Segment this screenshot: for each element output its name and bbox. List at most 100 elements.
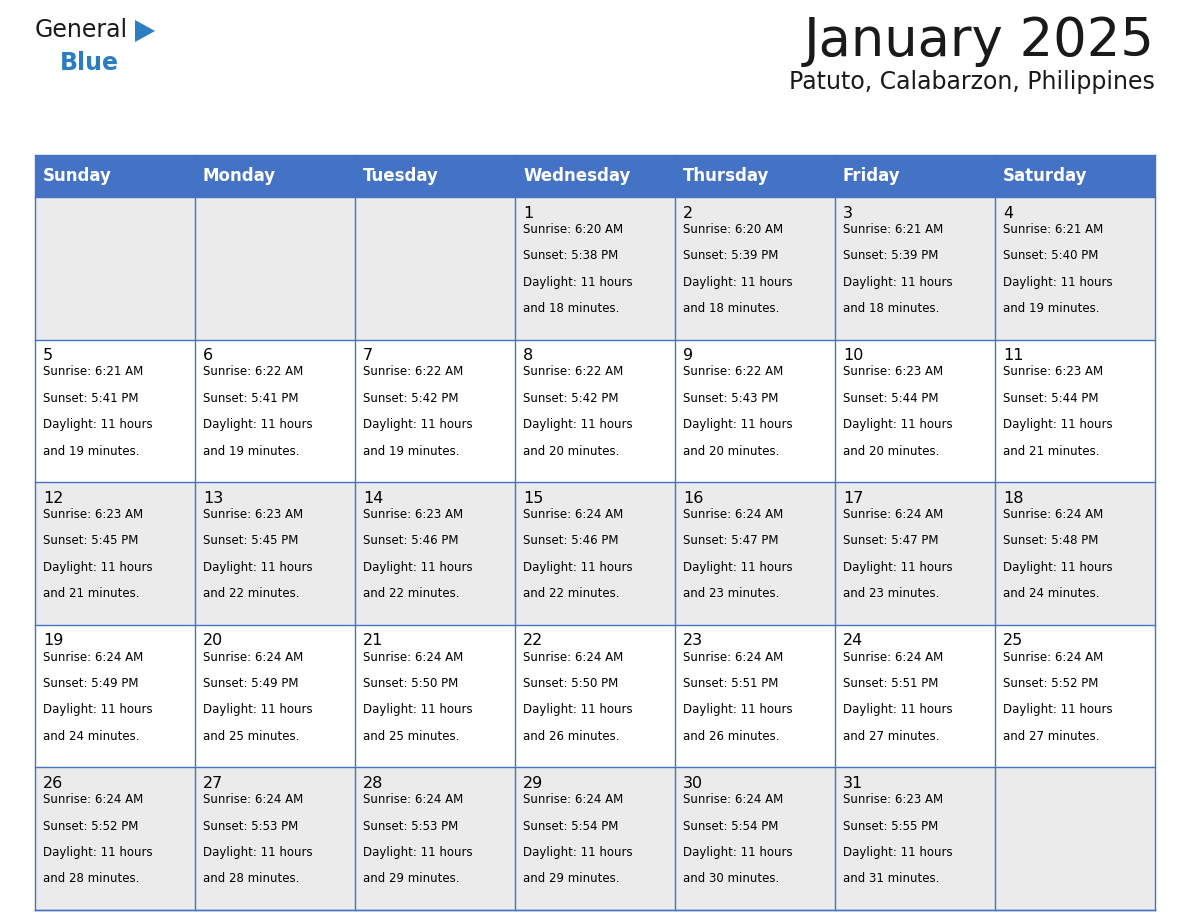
Bar <box>835 767 996 910</box>
Text: 1: 1 <box>523 206 533 220</box>
Text: and 19 minutes.: and 19 minutes. <box>364 444 460 457</box>
Text: 27: 27 <box>203 776 223 791</box>
Text: and 25 minutes.: and 25 minutes. <box>364 730 460 743</box>
Text: Sunrise: 6:24 AM: Sunrise: 6:24 AM <box>364 651 463 664</box>
Text: Sunset: 5:44 PM: Sunset: 5:44 PM <box>1003 392 1099 405</box>
Polygon shape <box>135 20 154 42</box>
Text: Sunset: 5:54 PM: Sunset: 5:54 PM <box>683 820 778 833</box>
Text: and 19 minutes.: and 19 minutes. <box>203 444 299 457</box>
Bar <box>675 340 835 482</box>
Text: Sunrise: 6:23 AM: Sunrise: 6:23 AM <box>203 508 303 521</box>
Text: 20: 20 <box>203 633 223 648</box>
Text: and 20 minutes.: and 20 minutes. <box>843 444 940 457</box>
Text: and 22 minutes.: and 22 minutes. <box>523 588 619 600</box>
Text: Sunrise: 6:23 AM: Sunrise: 6:23 AM <box>364 508 463 521</box>
Text: Daylight: 11 hours: Daylight: 11 hours <box>1003 703 1113 716</box>
Text: Sunrise: 6:24 AM: Sunrise: 6:24 AM <box>523 651 624 664</box>
Text: and 19 minutes.: and 19 minutes. <box>43 444 139 457</box>
Text: Daylight: 11 hours: Daylight: 11 hours <box>523 419 633 431</box>
Text: and 20 minutes.: and 20 minutes. <box>683 444 779 457</box>
Bar <box>835 625 996 767</box>
Bar <box>835 482 996 625</box>
Text: 21: 21 <box>364 633 384 648</box>
Text: 29: 29 <box>523 776 543 791</box>
Bar <box>355 197 516 340</box>
Bar <box>675 625 835 767</box>
Bar <box>355 767 516 910</box>
Bar <box>34 482 195 625</box>
Bar <box>34 197 195 340</box>
Text: Daylight: 11 hours: Daylight: 11 hours <box>683 419 792 431</box>
Text: 22: 22 <box>523 633 543 648</box>
Text: Sunrise: 6:23 AM: Sunrise: 6:23 AM <box>843 793 943 806</box>
Text: Daylight: 11 hours: Daylight: 11 hours <box>843 561 953 574</box>
Bar <box>675 482 835 625</box>
Bar <box>34 340 195 482</box>
Text: Sunrise: 6:24 AM: Sunrise: 6:24 AM <box>523 793 624 806</box>
Text: and 22 minutes.: and 22 minutes. <box>364 588 460 600</box>
Text: and 28 minutes.: and 28 minutes. <box>43 872 139 885</box>
Text: Sunset: 5:55 PM: Sunset: 5:55 PM <box>843 820 939 833</box>
Text: and 31 minutes.: and 31 minutes. <box>843 872 940 885</box>
Text: and 26 minutes.: and 26 minutes. <box>523 730 619 743</box>
Text: Daylight: 11 hours: Daylight: 11 hours <box>203 561 312 574</box>
Text: Daylight: 11 hours: Daylight: 11 hours <box>43 703 152 716</box>
Text: and 26 minutes.: and 26 minutes. <box>683 730 779 743</box>
Text: Daylight: 11 hours: Daylight: 11 hours <box>203 846 312 859</box>
Bar <box>835 340 996 482</box>
Text: and 21 minutes.: and 21 minutes. <box>1003 444 1100 457</box>
Text: Sunset: 5:41 PM: Sunset: 5:41 PM <box>203 392 298 405</box>
Text: Daylight: 11 hours: Daylight: 11 hours <box>203 419 312 431</box>
Bar <box>34 625 195 767</box>
Text: Sunrise: 6:20 AM: Sunrise: 6:20 AM <box>523 223 624 236</box>
Text: and 29 minutes.: and 29 minutes. <box>364 872 460 885</box>
Text: Sunrise: 6:23 AM: Sunrise: 6:23 AM <box>43 508 143 521</box>
Text: Sunrise: 6:22 AM: Sunrise: 6:22 AM <box>683 365 783 378</box>
Text: 16: 16 <box>683 491 703 506</box>
Text: Daylight: 11 hours: Daylight: 11 hours <box>683 561 792 574</box>
Bar <box>195 197 355 340</box>
Text: 6: 6 <box>203 348 213 364</box>
Bar <box>516 625 675 767</box>
Text: 30: 30 <box>683 776 703 791</box>
Text: Sunrise: 6:24 AM: Sunrise: 6:24 AM <box>523 508 624 521</box>
Text: 8: 8 <box>523 348 533 364</box>
Text: and 23 minutes.: and 23 minutes. <box>683 588 779 600</box>
Text: Sunrise: 6:20 AM: Sunrise: 6:20 AM <box>683 223 783 236</box>
Text: Sunset: 5:50 PM: Sunset: 5:50 PM <box>523 677 618 690</box>
Bar <box>195 767 355 910</box>
Text: Daylight: 11 hours: Daylight: 11 hours <box>364 561 473 574</box>
Text: Daylight: 11 hours: Daylight: 11 hours <box>843 275 953 288</box>
Bar <box>516 340 675 482</box>
Bar <box>195 340 355 482</box>
Bar <box>675 197 835 340</box>
Bar <box>996 340 1155 482</box>
Text: Sunrise: 6:24 AM: Sunrise: 6:24 AM <box>683 508 783 521</box>
Text: 25: 25 <box>1003 633 1023 648</box>
Text: Sunrise: 6:24 AM: Sunrise: 6:24 AM <box>1003 651 1104 664</box>
Text: Daylight: 11 hours: Daylight: 11 hours <box>1003 275 1113 288</box>
Text: Blue: Blue <box>61 51 119 75</box>
Text: Sunrise: 6:21 AM: Sunrise: 6:21 AM <box>843 223 943 236</box>
Text: Saturday: Saturday <box>1003 167 1087 185</box>
Text: Daylight: 11 hours: Daylight: 11 hours <box>43 419 152 431</box>
Text: Sunrise: 6:24 AM: Sunrise: 6:24 AM <box>43 651 144 664</box>
Text: Sunrise: 6:24 AM: Sunrise: 6:24 AM <box>203 651 303 664</box>
Text: Sunrise: 6:21 AM: Sunrise: 6:21 AM <box>43 365 144 378</box>
Text: and 22 minutes.: and 22 minutes. <box>203 588 299 600</box>
Text: 26: 26 <box>43 776 63 791</box>
Text: and 29 minutes.: and 29 minutes. <box>523 872 619 885</box>
Text: 10: 10 <box>843 348 864 364</box>
Text: and 18 minutes.: and 18 minutes. <box>523 302 619 315</box>
Text: Sunrise: 6:24 AM: Sunrise: 6:24 AM <box>364 793 463 806</box>
Text: Sunset: 5:52 PM: Sunset: 5:52 PM <box>43 820 138 833</box>
Text: Daylight: 11 hours: Daylight: 11 hours <box>843 703 953 716</box>
Bar <box>355 625 516 767</box>
Text: January 2025: January 2025 <box>804 15 1155 67</box>
Text: Sunset: 5:53 PM: Sunset: 5:53 PM <box>364 820 459 833</box>
Text: and 30 minutes.: and 30 minutes. <box>683 872 779 885</box>
Text: Sunrise: 6:24 AM: Sunrise: 6:24 AM <box>203 793 303 806</box>
Text: and 27 minutes.: and 27 minutes. <box>1003 730 1100 743</box>
Text: 13: 13 <box>203 491 223 506</box>
Text: Daylight: 11 hours: Daylight: 11 hours <box>364 419 473 431</box>
